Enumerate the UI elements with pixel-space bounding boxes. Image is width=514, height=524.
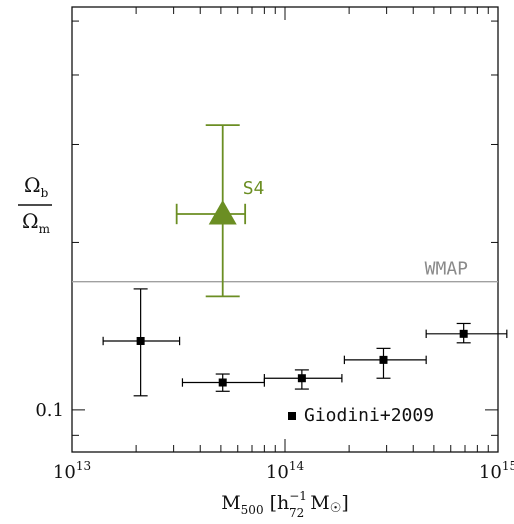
wmap-label: WMAP bbox=[425, 259, 469, 280]
x-tick-exp: 15 bbox=[502, 459, 514, 473]
y-label-num-sub: b bbox=[41, 186, 49, 200]
x-tick-label: 1014 bbox=[266, 459, 305, 483]
plot-frame bbox=[71, 6, 499, 453]
legend-marker bbox=[288, 412, 296, 420]
data-points: S4 bbox=[102, 124, 508, 397]
square-marker bbox=[459, 329, 468, 338]
square-marker bbox=[136, 336, 145, 345]
square-marker bbox=[379, 355, 388, 364]
legend-label: Giodini+2009 bbox=[304, 405, 434, 426]
x-label-h-sup: −1 bbox=[289, 489, 307, 503]
x-label-unit-mid: M bbox=[304, 492, 330, 514]
x-label-unit-close: ] bbox=[341, 492, 348, 514]
square-marker bbox=[297, 374, 306, 383]
y-label-den: Ω bbox=[22, 209, 39, 233]
x-label-sun-symbol: ☉ bbox=[330, 501, 342, 516]
x-tick-label: 1015 bbox=[479, 459, 514, 483]
s4-label: S4 bbox=[243, 178, 265, 199]
triangle-marker bbox=[208, 199, 237, 225]
wmap-reference: WMAP bbox=[72, 259, 498, 283]
s4-point bbox=[175, 124, 247, 298]
svg-text:Ωb: Ωb bbox=[24, 173, 49, 200]
y-axis-label: Ωb Ωm bbox=[18, 173, 52, 236]
x-tick-base: 10 bbox=[266, 462, 289, 483]
x-label-sub: 500 bbox=[241, 503, 264, 517]
x-tick-base: 10 bbox=[479, 462, 502, 483]
x-label-unit-open: [h bbox=[270, 492, 290, 514]
svg-text:Ωm: Ωm bbox=[22, 209, 51, 236]
giodini-point bbox=[181, 373, 265, 392]
y-label-den-sub: m bbox=[39, 222, 51, 236]
x-tick-exp: 13 bbox=[76, 459, 91, 473]
x-label-h-sub: 72 bbox=[289, 506, 304, 520]
square-marker bbox=[218, 378, 227, 387]
giodini-point bbox=[343, 347, 427, 379]
x-tick-base: 10 bbox=[53, 462, 76, 483]
x-label-main: M bbox=[221, 492, 240, 514]
x-tick-label: 1013 bbox=[53, 459, 91, 483]
y-tick-label: 0.1 bbox=[35, 400, 64, 421]
giodini-point bbox=[102, 288, 181, 397]
giodini-point bbox=[263, 369, 343, 390]
x-tick-exp: 14 bbox=[289, 459, 305, 473]
x-axis-label: M500 [h−1 72 M☉] bbox=[221, 489, 349, 520]
giodini-point bbox=[425, 322, 508, 344]
legend: Giodini+2009 bbox=[288, 405, 434, 426]
y-label-num: Ω bbox=[24, 173, 41, 197]
